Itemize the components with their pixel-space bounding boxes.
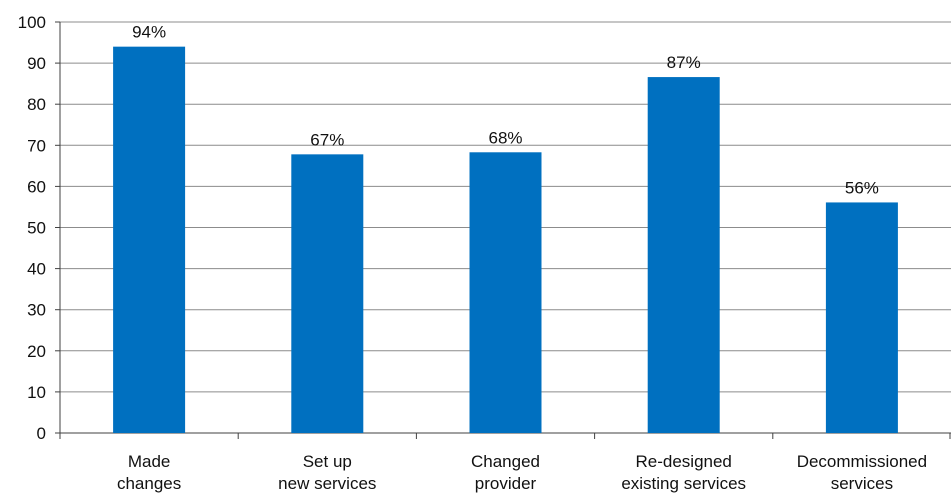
data-label: 67%: [310, 130, 344, 149]
category-label: Changed: [471, 452, 540, 471]
data-label: 87%: [667, 53, 701, 72]
bar: [291, 154, 364, 434]
data-label: 56%: [845, 178, 879, 197]
y-tick-label: 10: [27, 383, 46, 402]
category-label: existing services: [621, 474, 746, 493]
y-tick-label: 60: [27, 177, 46, 196]
data-label: 94%: [132, 23, 166, 42]
category-label: new services: [278, 474, 376, 493]
y-tick-label: 90: [27, 54, 46, 73]
y-tick-label: 50: [27, 219, 46, 238]
bar: [469, 152, 542, 434]
bar: [825, 202, 898, 433]
category-label: Set up: [303, 452, 352, 471]
y-tick-label: 80: [27, 95, 46, 114]
category-label: changes: [117, 474, 181, 493]
data-label: 68%: [488, 128, 522, 147]
category-label: Decommissioned: [797, 452, 927, 471]
category-label: Re-designed: [635, 452, 731, 471]
category-label: provider: [475, 474, 537, 493]
y-tick-label: 100: [18, 13, 46, 32]
category-label: Made: [128, 452, 171, 471]
y-tick-label: 30: [27, 301, 46, 320]
y-tick-label: 70: [27, 136, 46, 155]
y-tick-label: 0: [37, 424, 46, 443]
category-label: services: [831, 474, 893, 493]
y-tick-label: 20: [27, 342, 46, 361]
y-tick-label: 40: [27, 260, 46, 279]
bar: [113, 46, 186, 433]
bar: [647, 77, 720, 433]
